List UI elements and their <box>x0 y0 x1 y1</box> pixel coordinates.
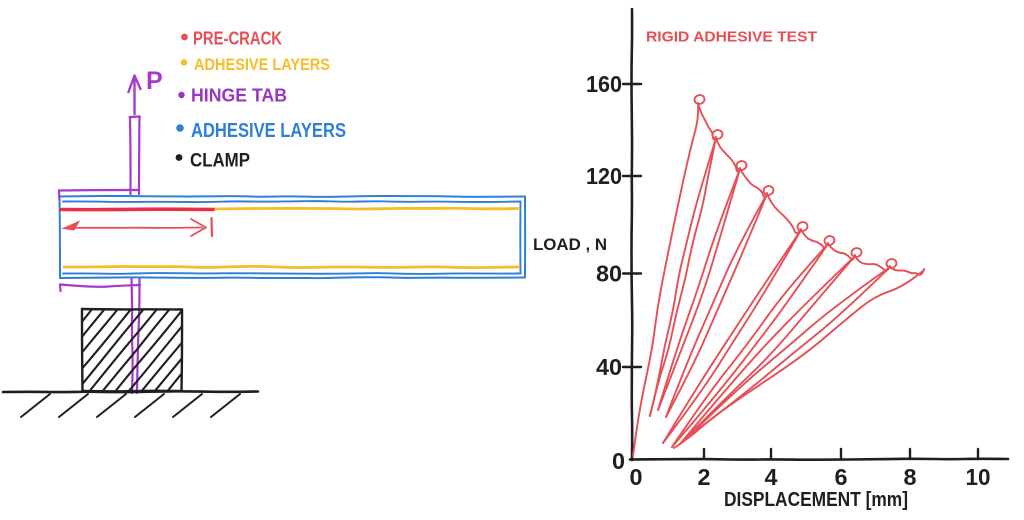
svg-text:40: 40 <box>596 354 622 380</box>
svg-text:DISPLACEMENT [mm]: DISPLACEMENT [mm] <box>724 489 908 511</box>
svg-text:CLAMP: CLAMP <box>190 150 250 172</box>
svg-text:PRE-CRACK: PRE-CRACK <box>193 29 282 49</box>
svg-text:ADHESIVE LAYERS: ADHESIVE LAYERS <box>194 55 330 74</box>
svg-text:80: 80 <box>596 261 622 287</box>
svg-text:6: 6 <box>835 464 848 490</box>
svg-text:RIGID ADHESIVE TEST: RIGID ADHESIVE TEST <box>646 29 817 46</box>
svg-text:4: 4 <box>765 464 778 490</box>
svg-text:P: P <box>146 67 163 95</box>
svg-text:LOAD , N: LOAD , N <box>533 235 607 254</box>
svg-text:10: 10 <box>966 464 991 490</box>
svg-text:8: 8 <box>904 464 917 490</box>
svg-text:0: 0 <box>630 464 643 490</box>
svg-text:160: 160 <box>586 71 622 97</box>
svg-text:HINGE TAB: HINGE TAB <box>191 85 287 106</box>
svg-text:0: 0 <box>612 448 625 474</box>
svg-text:ADHESIVE LAYERS: ADHESIVE LAYERS <box>191 120 346 142</box>
svg-text:120: 120 <box>586 163 622 189</box>
svg-text:2: 2 <box>698 464 711 490</box>
